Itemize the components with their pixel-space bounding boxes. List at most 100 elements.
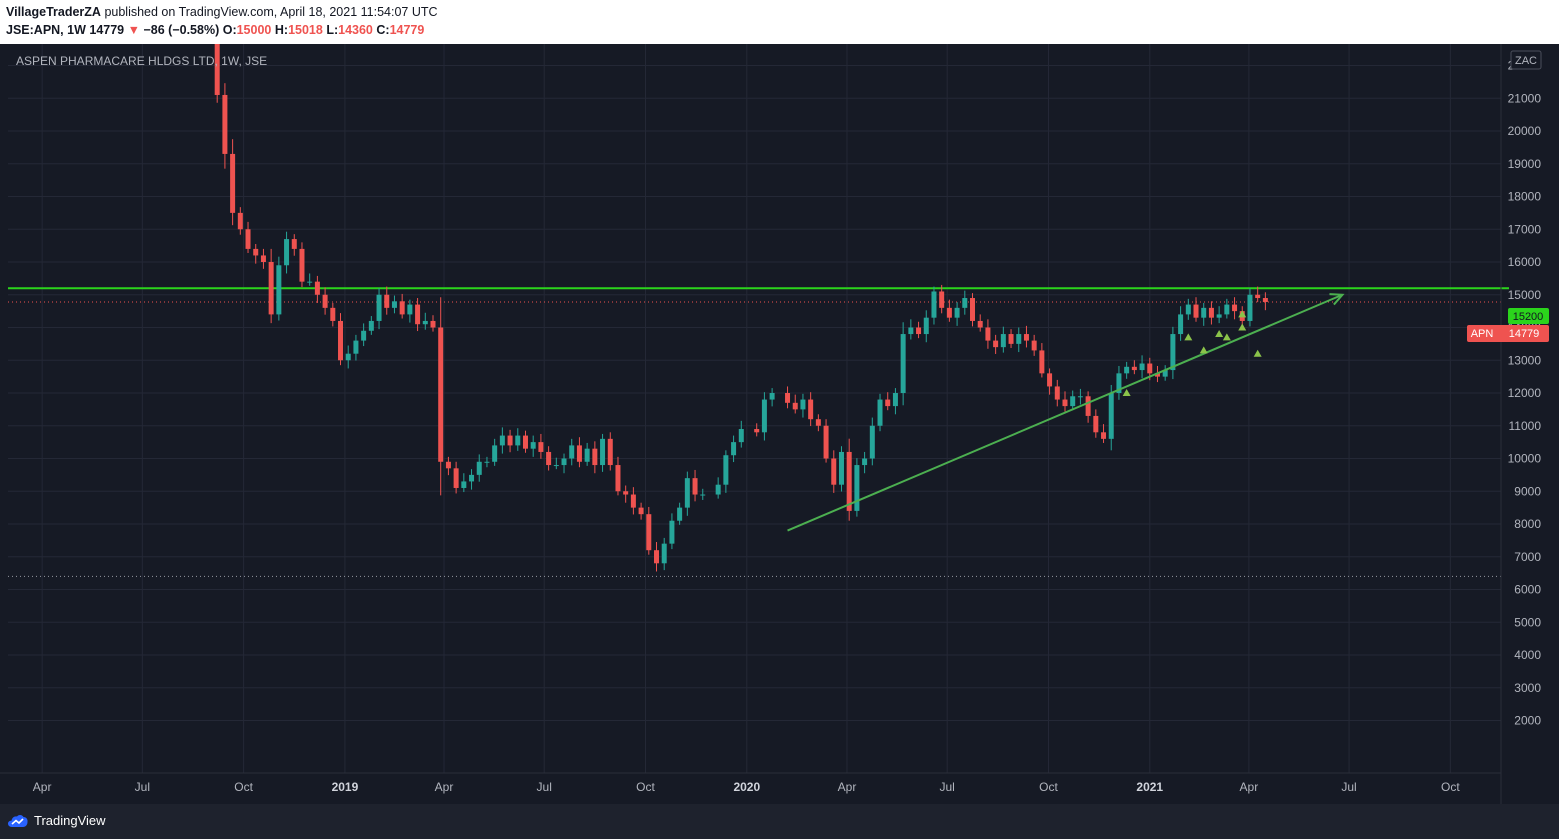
candle-body[interactable] — [1023, 334, 1029, 341]
candle-body[interactable] — [1224, 304, 1230, 315]
candle-body[interactable] — [368, 320, 374, 331]
candle-body[interactable] — [1054, 386, 1060, 400]
candle-body[interactable] — [237, 212, 243, 230]
candle-body[interactable] — [469, 474, 475, 482]
candle-body[interactable] — [939, 291, 945, 308]
candle-body[interactable] — [723, 455, 729, 485]
candle-body[interactable] — [299, 248, 305, 282]
candle-body[interactable] — [615, 465, 621, 492]
candle-body[interactable] — [831, 458, 837, 485]
candle-body[interactable] — [260, 255, 266, 262]
candle-body[interactable] — [661, 543, 667, 564]
candle-body[interactable] — [307, 281, 313, 283]
candle-body[interactable] — [731, 442, 737, 456]
candle-body[interactable] — [754, 429, 760, 433]
candle-body[interactable] — [515, 435, 521, 446]
candle-body[interactable] — [769, 393, 775, 400]
candle-body[interactable] — [993, 340, 999, 348]
candle-body[interactable] — [391, 301, 397, 308]
chart-area[interactable]: 2000 3000 4000 5000 6000 7000 8000 9000 10000 110… — [0, 23, 1559, 804]
candle-body[interactable] — [646, 514, 652, 551]
candle-body[interactable] — [1093, 415, 1099, 433]
candle-body[interactable] — [214, 32, 220, 95]
currency-badge[interactable] — [1510, 50, 1542, 70]
candle-body[interactable] — [461, 481, 467, 488]
candle-body[interactable] — [453, 468, 459, 488]
candle-body[interactable] — [846, 451, 852, 511]
candle-body[interactable] — [484, 461, 490, 463]
candle-body[interactable] — [561, 458, 567, 466]
candle-body[interactable] — [977, 320, 983, 328]
candle-body[interactable] — [1262, 298, 1268, 302]
candle-body[interactable] — [1147, 363, 1153, 374]
candle-body[interactable] — [815, 419, 821, 426]
candle-body[interactable] — [838, 451, 844, 485]
candle-body[interactable] — [700, 494, 706, 496]
candle-body[interactable] — [900, 334, 906, 393]
candle-body[interactable] — [962, 298, 968, 308]
candle-body[interactable] — [530, 442, 536, 449]
candle-body[interactable] — [330, 307, 336, 321]
candle-body[interactable] — [1170, 334, 1176, 371]
candle-body[interactable] — [407, 304, 413, 315]
tradingview-logo[interactable]: TradingView — [8, 813, 106, 828]
trendline[interactable] — [787, 293, 1343, 532]
candle-body[interactable] — [1139, 363, 1145, 371]
candle-body[interactable] — [276, 265, 282, 315]
candle-body[interactable] — [361, 330, 367, 341]
candle-body[interactable] — [592, 448, 598, 466]
candle-body[interactable] — [422, 320, 428, 325]
candle-body[interactable] — [1154, 373, 1160, 377]
candle-body[interactable] — [908, 327, 914, 335]
candle-body[interactable] — [607, 438, 613, 466]
candle-body[interactable] — [268, 262, 274, 315]
candle-body[interactable] — [569, 445, 575, 459]
candle-body[interactable] — [1031, 340, 1037, 351]
candle-body[interactable] — [946, 307, 952, 318]
candle-body[interactable] — [384, 294, 390, 308]
candle-body[interactable] — [584, 448, 590, 462]
candle-body[interactable] — [792, 402, 798, 410]
candle-body[interactable] — [600, 438, 606, 466]
time-axis[interactable]: Apr Jul Oct 2019 Apr Jul Oct 2020 Apr Jul Oct 2021 A… — [33, 780, 1461, 794]
candle-body[interactable] — [923, 317, 929, 335]
candle-body[interactable] — [684, 478, 690, 508]
price-chart[interactable]: 2000 3000 4000 5000 6000 7000 8000 9000 10000 110… — [0, 23, 1559, 804]
candle-body[interactable] — [1193, 304, 1199, 318]
candle-body[interactable] — [1062, 399, 1068, 407]
candlesticks[interactable] — [214, 23, 1268, 572]
candle-body[interactable] — [445, 461, 451, 469]
candle-body[interactable] — [1108, 393, 1114, 439]
candle-body[interactable] — [492, 445, 498, 462]
candle-body[interactable] — [1077, 396, 1083, 398]
candle-body[interactable] — [1208, 307, 1214, 318]
candle-body[interactable] — [1131, 366, 1137, 371]
candle-body[interactable] — [761, 399, 767, 433]
candle-body[interactable] — [1162, 370, 1168, 377]
candle-body[interactable] — [638, 507, 644, 515]
candle-body[interactable] — [654, 550, 660, 564]
candle-body[interactable] — [808, 399, 814, 420]
price-axis[interactable]: 2000 3000 4000 5000 6000 7000 8000 9000 10000 110… — [1508, 59, 1542, 728]
candle-body[interactable] — [1216, 314, 1222, 318]
candle-body[interactable] — [916, 327, 922, 335]
candle-body[interactable] — [669, 520, 675, 544]
candle-body[interactable] — [476, 461, 482, 475]
candle-body[interactable] — [291, 239, 297, 249]
candle-body[interactable] — [314, 281, 320, 295]
candle-body[interactable] — [253, 248, 259, 256]
candle-body[interactable] — [800, 399, 806, 410]
candle-body[interactable] — [1085, 396, 1091, 416]
candle-body[interactable] — [576, 445, 582, 462]
candle-body[interactable] — [399, 301, 405, 315]
candle-body[interactable] — [438, 327, 444, 462]
candle-body[interactable] — [522, 435, 528, 449]
candle-body[interactable] — [1047, 373, 1053, 387]
candle-body[interactable] — [954, 307, 960, 318]
candle-body[interactable] — [677, 507, 683, 521]
candle-body[interactable] — [499, 435, 505, 446]
candle-body[interactable] — [553, 465, 559, 467]
candle-body[interactable] — [970, 298, 976, 321]
candle-body[interactable] — [376, 294, 382, 321]
candle-body[interactable] — [1070, 396, 1076, 407]
